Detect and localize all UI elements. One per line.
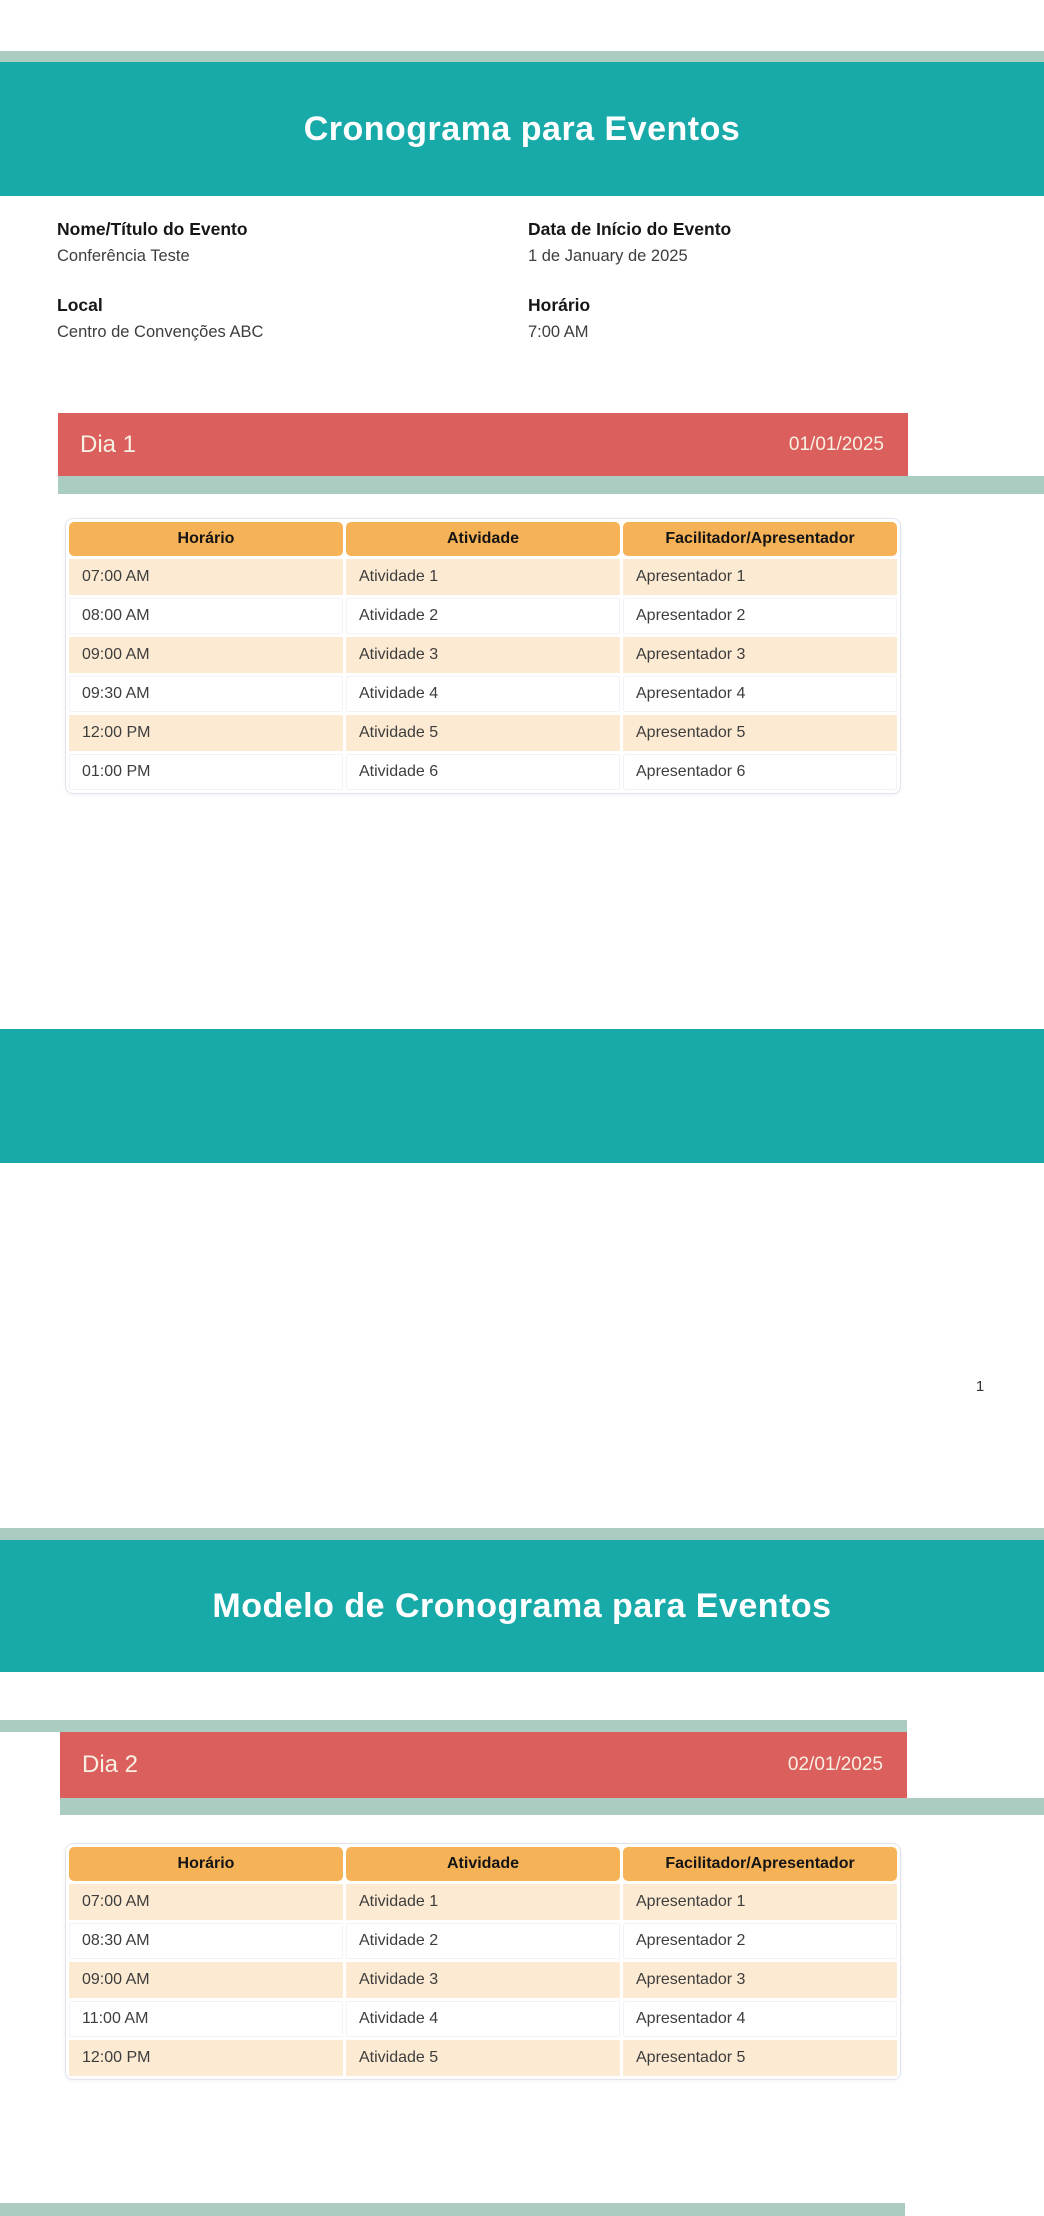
col-header-atividade: Atividade (346, 1847, 620, 1881)
col-header-atividade: Atividade (346, 522, 620, 556)
location-field: Local Centro de Convenções ABC (57, 295, 477, 342)
cell-time: 09:30 AM (69, 676, 343, 712)
day2-banner: Dia 2 02/01/2025 (60, 1732, 907, 1798)
cell-presenter: Apresentador 4 (623, 676, 897, 712)
day2-accent-strip-below (60, 1798, 1044, 1815)
cell-time: 07:00 AM (69, 559, 343, 595)
day1-banner: Dia 1 01/01/2025 (58, 413, 908, 476)
day1-title: Dia 1 (80, 430, 137, 458)
cell-presenter: Apresentador 3 (623, 637, 897, 673)
table-row: 09:30 AM Atividade 4 Apresentador 4 (69, 676, 897, 712)
cell-presenter: Apresentador 1 (623, 1884, 897, 1920)
cell-presenter: Apresentador 5 (623, 2040, 897, 2076)
event-name-label: Nome/Título do Evento (57, 219, 248, 239)
day2-date: 02/01/2025 (787, 1754, 883, 1775)
table-row: 11:00 AM Atividade 4 Apresentador 4 (69, 2001, 897, 2037)
table-row: 07:00 AM Atividade 1 Apresentador 1 (69, 1884, 897, 1920)
table-row: 08:00 AM Atividade 2 Apresentador 2 (69, 598, 897, 634)
cell-time: 08:30 AM (69, 1923, 343, 1959)
cell-activity: Atividade 6 (346, 754, 620, 790)
cell-presenter: Apresentador 1 (623, 559, 897, 595)
start-date-field: Data de Início do Evento 1 de January de… (528, 219, 948, 266)
cell-time: 08:00 AM (69, 598, 343, 634)
col-header-horario: Horário (69, 522, 343, 556)
cell-presenter: Apresentador 6 (623, 754, 897, 790)
table-row: 12:00 PM Atividade 5 Apresentador 5 (69, 2040, 897, 2076)
cell-time: 12:00 PM (69, 2040, 343, 2076)
col-header-facilitador: Facilitador/Apresentador (623, 522, 897, 556)
table-row: 08:30 AM Atividade 2 Apresentador 2 (69, 1923, 897, 1959)
cell-presenter: Apresentador 4 (623, 2001, 897, 2037)
day1-date: 01/01/2025 (788, 433, 884, 455)
cell-activity: Atividade 3 (346, 1962, 620, 1998)
event-name-value: Conferência Teste (57, 247, 190, 265)
page2-accent-strip-bottom (0, 2203, 905, 2216)
start-date-label: Data de Início do Evento (528, 219, 732, 239)
table-row: 09:00 AM Atividade 3 Apresentador 3 (69, 1962, 897, 1998)
location-label: Local (57, 295, 103, 315)
cell-presenter: Apresentador 3 (623, 1962, 897, 1998)
cell-activity: Atividade 4 (346, 2001, 620, 2037)
day2-accent-strip-above (0, 1720, 907, 1732)
col-header-horario: Horário (69, 1847, 343, 1881)
table-header-row: Horário Atividade Facilitador/Apresentad… (69, 1847, 897, 1881)
cell-activity: Atividade 5 (346, 2040, 620, 2076)
time-label: Horário (528, 295, 591, 315)
page-number: 1 (975, 1378, 985, 1395)
cell-presenter: Apresentador 5 (623, 715, 897, 751)
time-field: Horário 7:00 AM (528, 295, 948, 342)
cell-time: 07:00 AM (69, 1884, 343, 1920)
table-row: 12:00 PM Atividade 5 Apresentador 5 (69, 715, 897, 751)
table-row: 09:00 AM Atividade 3 Apresentador 3 (69, 637, 897, 673)
cell-time: 12:00 PM (69, 715, 343, 751)
start-date-value: 1 de January de 2025 (528, 247, 688, 265)
location-value: Centro de Convenções ABC (57, 323, 264, 341)
table-header-row: Horário Atividade Facilitador/Apresentad… (69, 522, 897, 556)
cell-presenter: Apresentador 2 (623, 1923, 897, 1959)
event-name-field: Nome/Título do Evento Conferência Teste (57, 219, 477, 266)
table-row: 01:00 PM Atividade 6 Apresentador 6 (69, 754, 897, 790)
cell-activity: Atividade 3 (346, 637, 620, 673)
cell-time: 01:00 PM (69, 754, 343, 790)
cell-time: 11:00 AM (69, 2001, 343, 2037)
page2-accent-strip-top (0, 1528, 1044, 1540)
cell-activity: Atividade 4 (346, 676, 620, 712)
accent-strip-top (0, 51, 1044, 62)
page1-title: Cronograma para Eventos (303, 109, 741, 148)
day2-schedule-table: Horário Atividade Facilitador/Apresentad… (65, 1843, 901, 2080)
cell-time: 09:00 AM (69, 1962, 343, 1998)
cell-activity: Atividade 2 (346, 598, 620, 634)
cell-activity: Atividade 5 (346, 715, 620, 751)
page1-header-band: Cronograma para Eventos (0, 62, 1044, 196)
page2-header-band: Modelo de Cronograma para Eventos (0, 1540, 1044, 1672)
cell-presenter: Apresentador 2 (623, 598, 897, 634)
day2-title: Dia 2 (82, 1751, 139, 1778)
cell-activity: Atividade 1 (346, 559, 620, 595)
page1-footer-band (0, 1029, 1044, 1163)
cell-activity: Atividade 1 (346, 1884, 620, 1920)
cell-time: 09:00 AM (69, 637, 343, 673)
table-row: 07:00 AM Atividade 1 Apresentador 1 (69, 559, 897, 595)
day1-accent-strip (58, 476, 1044, 494)
col-header-facilitador: Facilitador/Apresentador (623, 1847, 897, 1881)
page2-title: Modelo de Cronograma para Eventos (212, 1586, 832, 1625)
time-value: 7:00 AM (528, 323, 589, 341)
cell-activity: Atividade 2 (346, 1923, 620, 1959)
day1-schedule-table: Horário Atividade Facilitador/Apresentad… (65, 518, 901, 794)
